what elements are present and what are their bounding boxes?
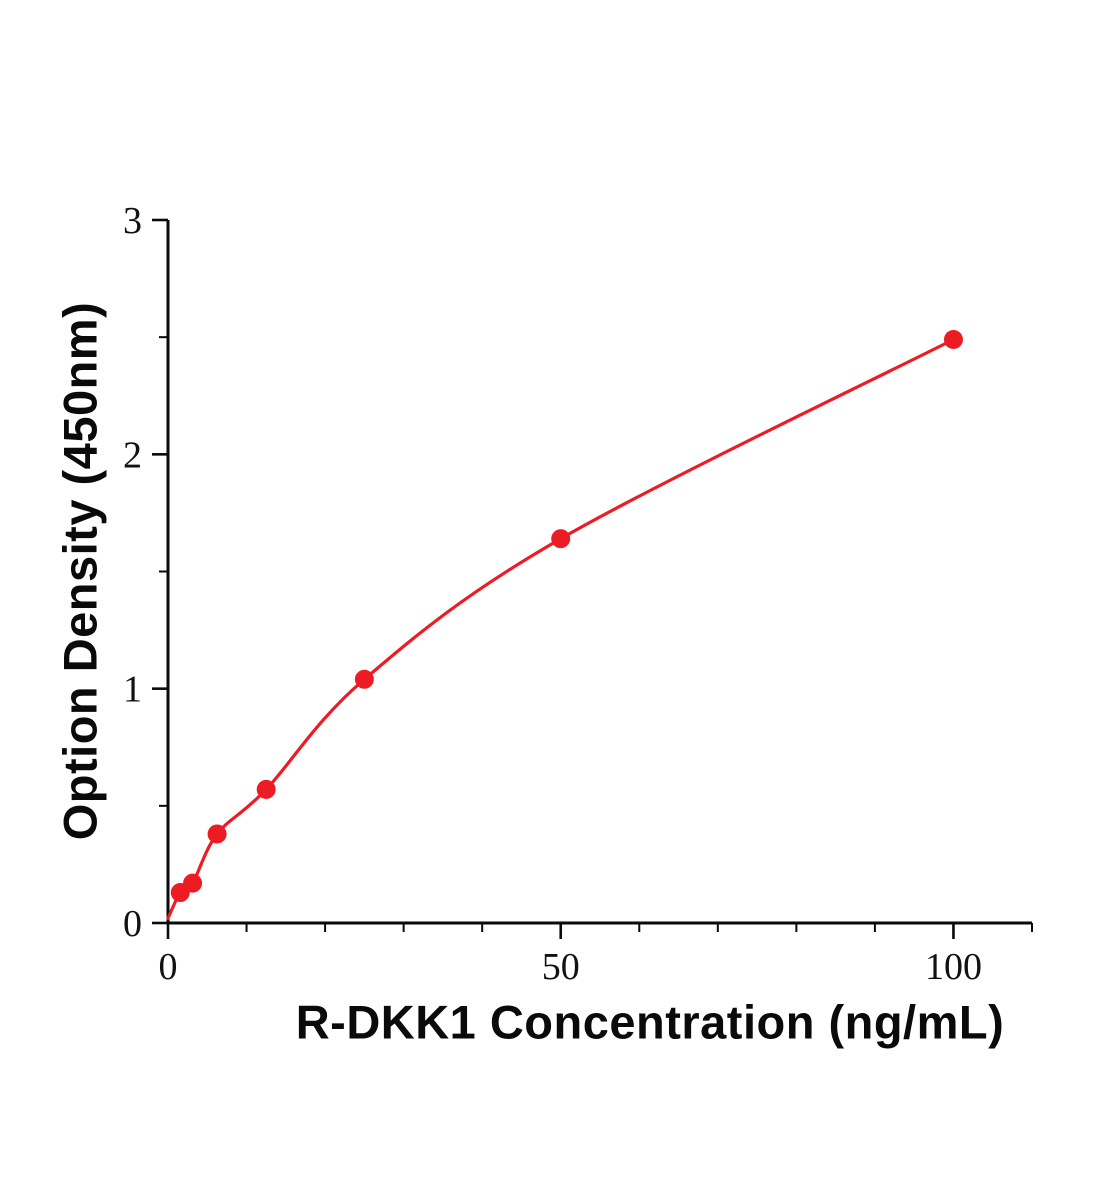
- data-point-marker: [207, 824, 227, 844]
- data-point-marker: [551, 529, 571, 549]
- data-point-marker: [256, 779, 276, 799]
- x-tick-label: 0: [159, 946, 178, 988]
- y-tick-label: 0: [123, 903, 142, 945]
- data-point-marker: [943, 330, 963, 350]
- x-axis-title: R-DKK1 Concentration (ng/mL): [295, 995, 1005, 1049]
- y-axis-title: Option Density (450nm): [53, 301, 107, 841]
- fit-curve: [166, 337, 956, 920]
- x-tick-label: 50: [542, 946, 580, 988]
- y-tick-label: 2: [123, 434, 142, 476]
- y-tick-label: 3: [123, 200, 142, 242]
- y-tick-label: 1: [123, 669, 142, 711]
- x-tick-label: 100: [925, 946, 982, 988]
- data-point-marker: [354, 669, 374, 689]
- data-point-marker: [183, 873, 203, 893]
